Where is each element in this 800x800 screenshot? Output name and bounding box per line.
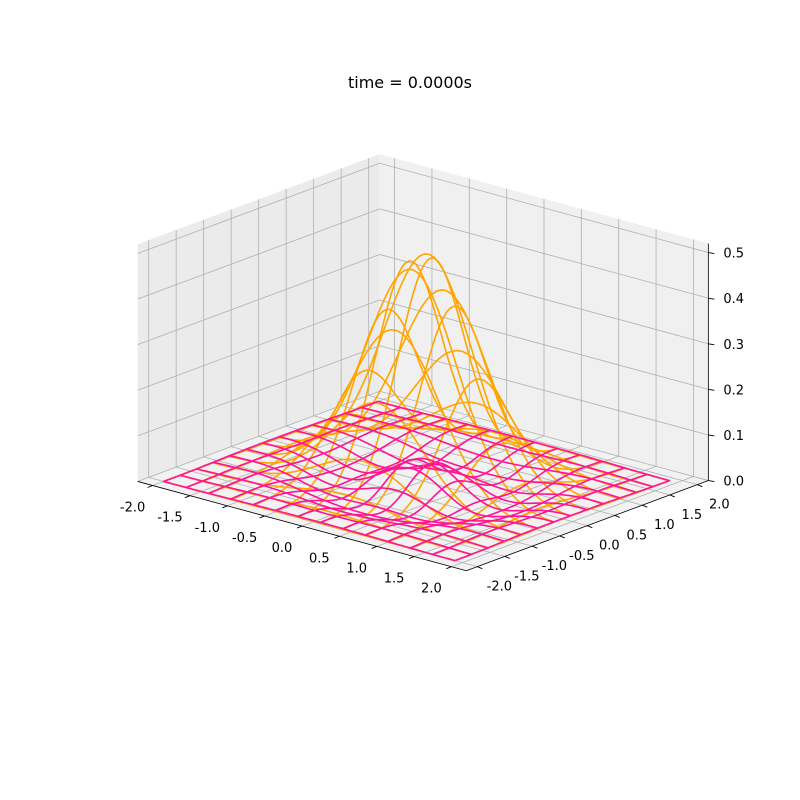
grid-line-z-left — [137, 208, 380, 300]
grid-line-z-back — [379, 345, 709, 436]
x-tick-mark — [147, 485, 153, 488]
x-tick-label: -0.5 — [232, 531, 257, 546]
grid-line-z-left — [137, 345, 380, 437]
pink-wire-col — [431, 473, 648, 556]
pink-wire-row — [245, 448, 539, 529]
pink-wire-col — [386, 460, 604, 543]
orange-wire-col — [319, 257, 536, 525]
pink-wire-col — [409, 466, 626, 549]
y-tick-label: 1.0 — [654, 518, 675, 533]
z-tick-mark — [708, 434, 715, 437]
pink-ripple-wireframe — [162, 400, 671, 562]
grid-line-z-left — [137, 254, 380, 346]
y-tick-mark — [642, 504, 648, 508]
pink-wire-row — [212, 461, 506, 543]
x-tick-mark — [259, 515, 265, 519]
y-tick-label: 2.0 — [709, 498, 730, 513]
x-tick-label: 1.0 — [346, 561, 367, 576]
pink-wire-col — [185, 406, 402, 489]
x-tick-label: 1.5 — [384, 572, 405, 587]
y-tick-mark — [504, 555, 511, 559]
pink-wire-col — [297, 435, 514, 518]
y-tick-label: -2.0 — [487, 580, 512, 595]
z-tick-label: 0.0 — [723, 475, 744, 490]
pink-wire-col — [319, 441, 536, 524]
pink-wire-row — [360, 406, 654, 488]
y-tick-mark — [477, 566, 483, 570]
z-tick-label: 0.3 — [723, 338, 744, 353]
pink-wire-row — [278, 435, 572, 517]
orange-wire-row — [245, 328, 539, 530]
grid-line-z-back — [379, 390, 709, 481]
x-tick-mark — [371, 545, 377, 549]
z-tick-mark — [708, 297, 715, 300]
y-tick-mark — [587, 525, 593, 529]
x-tick-mark — [408, 556, 415, 559]
x-tick-label: -2.0 — [120, 501, 145, 516]
pink-wire-row — [195, 467, 489, 549]
y-tick-label: -1.0 — [542, 559, 567, 574]
grid-line-y-floor — [368, 394, 698, 486]
z-tick-mark — [708, 480, 715, 483]
z-tick-label: 0.5 — [723, 247, 744, 262]
x-tick-mark — [222, 505, 228, 509]
y-tick-mark — [669, 494, 676, 498]
pink-wire-row — [162, 480, 456, 562]
pink-wire-row — [327, 418, 621, 499]
y-tick-label: 1.5 — [681, 508, 702, 523]
x-tick-label: 0.5 — [309, 551, 330, 566]
y-tick-label: -0.5 — [569, 549, 594, 564]
x-tick-label: -1.5 — [157, 511, 182, 526]
y-tick-mark — [697, 484, 703, 488]
x-tick-mark — [184, 495, 191, 499]
grid-line-z-back — [379, 254, 709, 345]
pink-wire-col — [274, 429, 491, 512]
x-tick-mark — [446, 566, 452, 570]
y-tick-mark — [532, 545, 538, 549]
pink-wire-col — [230, 417, 447, 500]
pink-wire-col — [207, 412, 424, 495]
pink-wire-col — [162, 400, 379, 483]
pink-wire-col — [364, 453, 581, 536]
grid-line-z-back — [379, 299, 709, 390]
orange-wire-col — [342, 305, 559, 531]
x-tick-mark — [296, 525, 303, 529]
grid-line-z-back — [379, 162, 709, 253]
y-tick-mark — [559, 535, 566, 539]
pink-wire-row — [294, 429, 588, 511]
x-tick-label: 0.0 — [272, 541, 293, 556]
pink-wire-row — [344, 412, 638, 494]
z-tick-mark — [708, 343, 715, 346]
pink-wire-row — [311, 423, 605, 505]
y-tick-label: -1.5 — [514, 569, 539, 584]
y-tick-mark — [614, 514, 621, 518]
chart-title: time = 0.0000s — [348, 73, 472, 92]
tick-marks: -2.0-1.5-1.0-0.50.00.51.01.52.0 -2.0-1.5-… — [120, 247, 744, 597]
y-tick-label: 0.5 — [626, 528, 647, 543]
x-tick-mark — [334, 535, 340, 539]
grid-line-z-back — [379, 208, 709, 299]
grid-line-z-left — [137, 299, 380, 391]
pink-wire-col — [342, 447, 559, 530]
z-tick-mark — [708, 252, 715, 255]
z-tick-label: 0.1 — [723, 429, 744, 444]
pink-wire-col — [252, 423, 469, 506]
pink-wire-col — [454, 479, 671, 562]
z-tick-mark — [708, 388, 715, 391]
pink-wire-row — [228, 454, 522, 536]
axis-panes — [137, 154, 709, 571]
x-tick-label: 2.0 — [421, 582, 442, 597]
pink-wire-row — [179, 474, 473, 556]
x-tick-label: -1.0 — [195, 521, 220, 536]
y-tick-label: 0.0 — [599, 539, 620, 554]
z-tick-label: 0.4 — [723, 292, 744, 307]
z-tick-label: 0.2 — [723, 383, 744, 398]
grid-line-z-left — [137, 162, 380, 254]
pink-wire-row — [377, 400, 671, 482]
